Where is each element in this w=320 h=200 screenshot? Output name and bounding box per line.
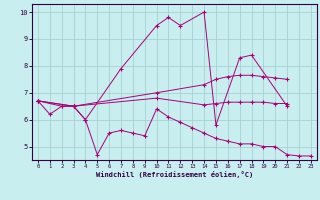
X-axis label: Windchill (Refroidissement éolien,°C): Windchill (Refroidissement éolien,°C) <box>96 171 253 178</box>
